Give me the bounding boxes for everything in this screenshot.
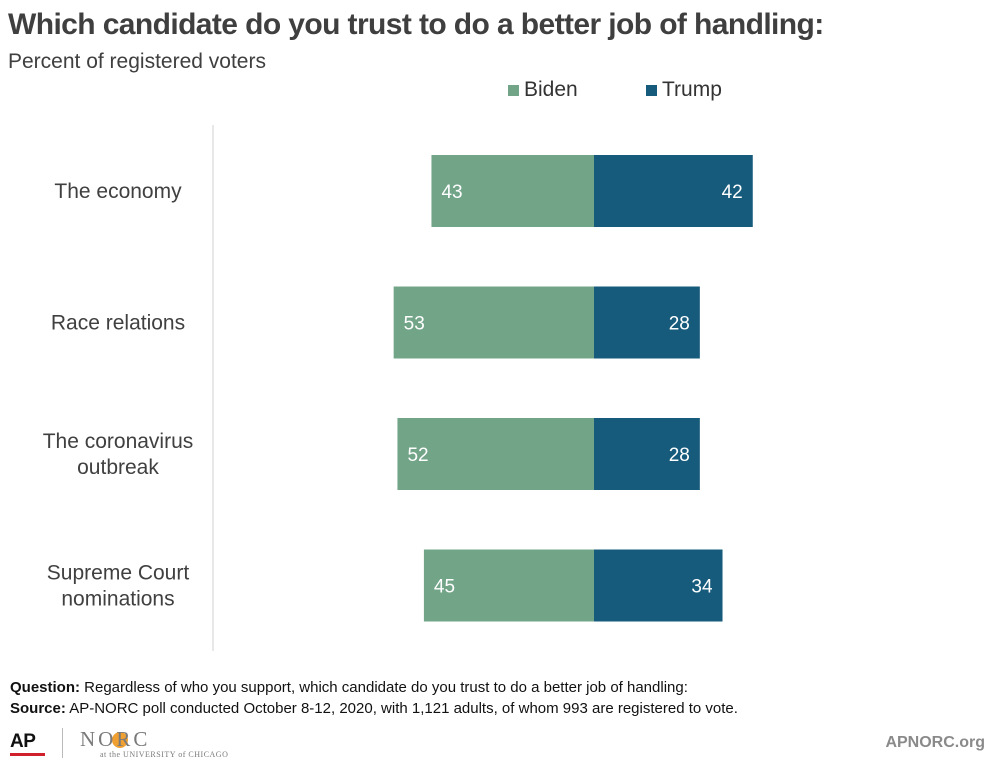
- data-label-trump: 28: [669, 314, 690, 335]
- legend-item-biden: Biden: [508, 77, 578, 103]
- chart-title: Which candidate do you trust to do a bet…: [8, 8, 824, 41]
- footer-source: Source: AP-NORC poll conducted October 8…: [10, 700, 738, 717]
- source-text: AP-NORC poll conducted October 8-12, 202…: [65, 700, 738, 717]
- category-label: Race relations: [51, 312, 185, 335]
- data-label-trump: 42: [722, 182, 743, 203]
- legend-item-trump: Trump: [646, 77, 722, 103]
- source-label: Source:: [10, 700, 66, 717]
- apnorc-url: APNORC.org: [885, 734, 985, 751]
- logo-divider: [62, 728, 63, 758]
- bar-trump: [594, 549, 723, 622]
- data-label-biden: 53: [404, 314, 425, 335]
- bar-biden: [397, 418, 594, 490]
- data-label-biden: 43: [441, 182, 462, 203]
- data-label-trump: 28: [669, 445, 690, 466]
- norc-logo: NORC: [80, 727, 151, 751]
- bar-trump: [594, 418, 700, 490]
- bar-biden: [393, 286, 594, 359]
- legend-label-trump: Trump: [662, 78, 722, 101]
- data-label-biden: 45: [434, 577, 455, 598]
- bar-trump: [594, 286, 700, 359]
- bar-trump: [594, 155, 753, 227]
- category-label: Supreme Court: [47, 562, 190, 585]
- question-text: Regardless of who you support, which can…: [80, 679, 688, 696]
- legend-swatch-biden: [508, 84, 519, 96]
- category-label: outbreak: [77, 456, 159, 479]
- category-label: nominations: [61, 588, 174, 611]
- ap-logo: AP: [10, 731, 36, 752]
- legend-swatch-trump: [646, 84, 657, 96]
- category-label: The coronavirus: [43, 430, 194, 453]
- data-label-biden: 52: [407, 445, 428, 466]
- chart-subtitle: Percent of registered voters: [8, 50, 266, 73]
- bar-chart: 43 42 The economy 53 28 Race relations 52 28 The…: [43, 125, 753, 651]
- bar-biden: [431, 155, 594, 227]
- bar-biden: [423, 549, 594, 622]
- norc-logo-subtitle: at the UNIVERSITY of CHICAGO: [100, 750, 229, 759]
- category-label: The economy: [54, 180, 182, 203]
- footer-question: Question: Regardless of who you support,…: [10, 679, 688, 696]
- legend-label-biden: Biden: [524, 78, 578, 101]
- data-label-trump: 34: [691, 577, 713, 598]
- question-label: Question:: [10, 679, 80, 696]
- ap-logo-underline: [10, 753, 45, 756]
- norc-logo-dot: [112, 732, 128, 748]
